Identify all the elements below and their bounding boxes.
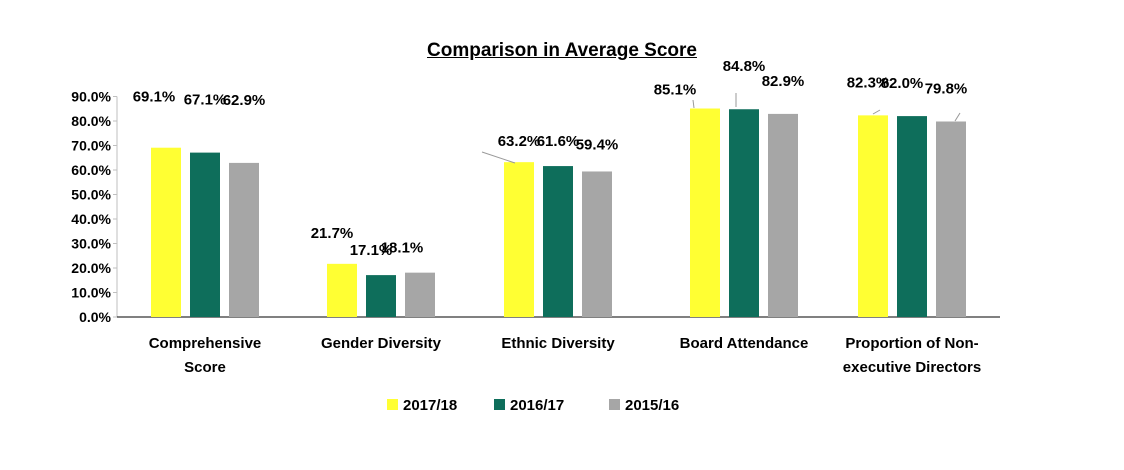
data-label: 18.1% xyxy=(381,240,424,257)
data-label: 67.1% xyxy=(184,92,227,109)
y-tick-label: 50.0% xyxy=(71,187,111,203)
data-label: 62.9% xyxy=(223,92,266,109)
legend-label: 2016/17 xyxy=(510,397,564,414)
data-label: 82.3% xyxy=(847,74,890,91)
category-label: Ethnic Diversity xyxy=(501,335,615,352)
bar xyxy=(690,108,720,317)
bar xyxy=(405,272,435,317)
bar xyxy=(729,109,759,318)
legend-swatch xyxy=(387,399,398,410)
bar xyxy=(858,115,888,318)
category-label: executive Directors xyxy=(843,359,981,376)
data-label: 79.8% xyxy=(925,80,968,97)
data-label: 84.8% xyxy=(723,58,766,75)
leader-line xyxy=(872,109,881,115)
bar xyxy=(229,162,259,317)
data-label: 82.9% xyxy=(762,73,805,90)
legend-swatch xyxy=(494,399,505,410)
category-label: Comprehensive xyxy=(149,335,262,352)
category-label: Gender Diversity xyxy=(321,335,442,352)
bar xyxy=(936,121,966,318)
legend-label: 2017/18 xyxy=(403,397,457,414)
bar xyxy=(151,147,181,317)
legend-label: 2015/16 xyxy=(625,397,679,414)
category-label: Proportion of Non- xyxy=(845,335,978,352)
data-label: 85.1% xyxy=(654,82,697,99)
category-label: Board Attendance xyxy=(680,335,809,352)
bar xyxy=(190,152,220,317)
y-tick-label: 80.0% xyxy=(71,113,111,129)
data-label: 21.7% xyxy=(311,225,354,242)
data-label: 69.1% xyxy=(133,89,176,106)
bar xyxy=(768,113,798,318)
bar xyxy=(582,171,612,317)
bar xyxy=(504,162,534,317)
bar xyxy=(366,275,396,317)
bar xyxy=(543,166,573,317)
y-tick-label: 60.0% xyxy=(71,162,111,178)
leader-line xyxy=(954,112,961,122)
y-tick-label: 40.0% xyxy=(71,211,111,227)
legend-swatch xyxy=(609,399,620,410)
bar xyxy=(897,116,927,317)
bar xyxy=(327,263,357,317)
leader-line xyxy=(481,151,516,164)
y-tick-label: 30.0% xyxy=(71,236,111,252)
data-label: 61.6% xyxy=(537,133,580,150)
chart-title: Comparison in Average Score xyxy=(427,40,697,61)
data-label: 17.1% xyxy=(350,242,393,259)
leader-line xyxy=(692,99,695,109)
y-tick-label: 0.0% xyxy=(79,309,111,325)
category-label: Score xyxy=(184,359,226,376)
y-tick-label: 10.0% xyxy=(71,285,111,301)
data-label: 59.4% xyxy=(576,136,619,153)
y-tick-label: 20.0% xyxy=(71,260,111,276)
y-tick-label: 70.0% xyxy=(71,138,111,154)
y-tick-label: 90.0% xyxy=(71,89,111,105)
data-label: 82.0% xyxy=(881,75,924,92)
data-label: 63.2% xyxy=(498,133,541,150)
